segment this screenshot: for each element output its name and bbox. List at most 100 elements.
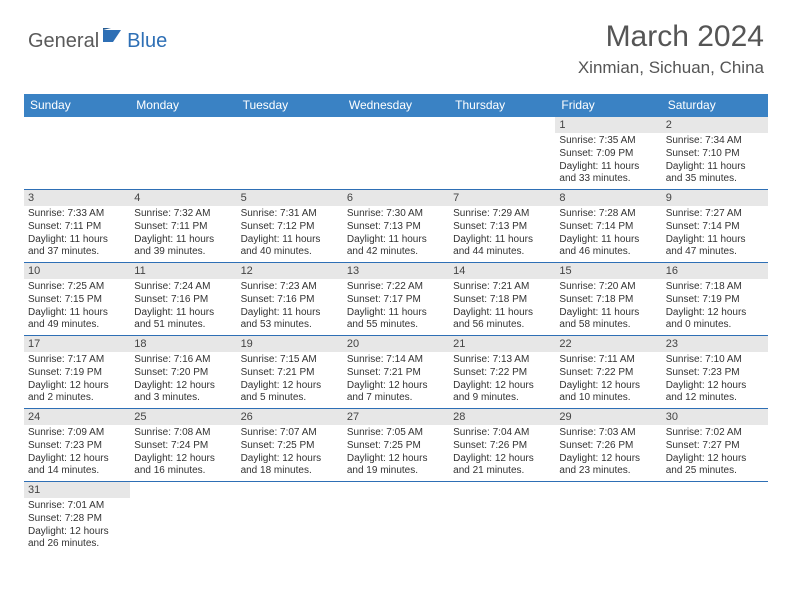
day-ss: Sunset: 7:09 PM (559, 148, 657, 161)
week-row: 1 Sunrise: 7:35 AMSunset: 7:09 PM Daylight… (24, 117, 768, 190)
day-header: Thursday (449, 94, 555, 117)
day-sr: Sunrise: 7:35 AM (559, 135, 657, 148)
day-body: Sunrise: 7:17 AMSunset: 7:19 PMDaylight:… (24, 352, 130, 407)
day-body: Sunrise: 7:23 AMSunset: 7:16 PMDaylight:… (237, 279, 343, 334)
day-sr: Sunrise: 7:17 AM (28, 354, 126, 367)
day-d1: Daylight: 12 hours (666, 380, 764, 393)
day-body: Sunrise: 7:21 AMSunset: 7:18 PMDaylight:… (449, 279, 555, 334)
day-d2: and 7 minutes. (347, 392, 445, 405)
day-body: Sunrise: 7:30 AMSunset: 7:13 PMDaylight:… (343, 206, 449, 261)
day-body: Sunrise: 7:08 AMSunset: 7:24 PMDaylight:… (130, 425, 236, 480)
day-ss: Sunset: 7:22 PM (559, 367, 657, 380)
day-sr: Sunrise: 7:29 AM (453, 208, 551, 221)
day-cell: 6Sunrise: 7:30 AMSunset: 7:13 PMDaylight… (343, 190, 449, 262)
day-sr: Sunrise: 7:33 AM (28, 208, 126, 221)
day-cell: 18Sunrise: 7:16 AMSunset: 7:20 PMDayligh… (130, 336, 236, 408)
day-d1: Daylight: 11 hours (666, 161, 764, 174)
day-sr: Sunrise: 7:28 AM (559, 208, 657, 221)
day-number: 22 (555, 336, 661, 352)
day-sr: Sunrise: 7:32 AM (134, 208, 232, 221)
day-sr: Sunrise: 7:20 AM (559, 281, 657, 294)
day-sr: Sunrise: 7:08 AM (134, 427, 232, 440)
day-number: 29 (555, 409, 661, 425)
day-cell: 15Sunrise: 7:20 AMSunset: 7:18 PMDayligh… (555, 263, 661, 335)
empty-cell (24, 117, 130, 189)
day-d2: and 25 minutes. (666, 465, 764, 478)
day-d2: and 21 minutes. (453, 465, 551, 478)
day-body: Sunrise: 7:04 AMSunset: 7:26 PMDaylight:… (449, 425, 555, 480)
logo-text-general: General (28, 30, 99, 53)
day-sr: Sunrise: 7:02 AM (666, 427, 764, 440)
day-cell: 25Sunrise: 7:08 AMSunset: 7:24 PMDayligh… (130, 409, 236, 481)
day-d1: Daylight: 11 hours (666, 234, 764, 247)
day-cell: 8Sunrise: 7:28 AMSunset: 7:14 PMDaylight… (555, 190, 661, 262)
week-row: 10Sunrise: 7:25 AMSunset: 7:15 PMDayligh… (24, 263, 768, 336)
day-d2: and 23 minutes. (559, 465, 657, 478)
day-cell: 28Sunrise: 7:04 AMSunset: 7:26 PMDayligh… (449, 409, 555, 481)
day-number: 21 (449, 336, 555, 352)
day-d1: Daylight: 12 hours (241, 380, 339, 393)
day-cell: 16Sunrise: 7:18 AMSunset: 7:19 PMDayligh… (662, 263, 768, 335)
day-ss: Sunset: 7:12 PM (241, 221, 339, 234)
day-ss: Sunset: 7:19 PM (666, 294, 764, 307)
day-number: 7 (449, 190, 555, 206)
day-number: 25 (130, 409, 236, 425)
day-ss: Sunset: 7:20 PM (134, 367, 232, 380)
day-cell: 7Sunrise: 7:29 AMSunset: 7:13 PMDaylight… (449, 190, 555, 262)
day-number: 31 (24, 482, 130, 498)
day-d1: Daylight: 12 hours (453, 453, 551, 466)
day-d2: and 16 minutes. (134, 465, 232, 478)
empty-cell (555, 482, 661, 554)
day-d2: and 55 minutes. (347, 319, 445, 332)
day-number: 6 (343, 190, 449, 206)
day-body: Sunrise: 7:24 AMSunset: 7:16 PMDaylight:… (130, 279, 236, 334)
day-number: 15 (555, 263, 661, 279)
day-d2: and 10 minutes. (559, 392, 657, 405)
empty-cell (449, 482, 555, 554)
day-d2: and 46 minutes. (559, 246, 657, 259)
day-d2: and 19 minutes. (347, 465, 445, 478)
day-body: Sunrise: 7:25 AMSunset: 7:15 PMDaylight:… (24, 279, 130, 334)
empty-cell (237, 482, 343, 554)
day-ss: Sunset: 7:26 PM (559, 440, 657, 453)
day-cell: 19Sunrise: 7:15 AMSunset: 7:21 PMDayligh… (237, 336, 343, 408)
day-body: Sunrise: 7:10 AMSunset: 7:23 PMDaylight:… (662, 352, 768, 407)
day-number: 17 (24, 336, 130, 352)
day-header: Saturday (662, 94, 768, 117)
day-ss: Sunset: 7:23 PM (666, 367, 764, 380)
day-d2: and 14 minutes. (28, 465, 126, 478)
day-number: 1 (555, 117, 661, 133)
day-d1: Daylight: 12 hours (347, 453, 445, 466)
day-cell: 20Sunrise: 7:14 AMSunset: 7:21 PMDayligh… (343, 336, 449, 408)
day-d2: and 33 minutes. (559, 173, 657, 186)
day-ss: Sunset: 7:15 PM (28, 294, 126, 307)
day-header: Monday (130, 94, 236, 117)
day-d1: Daylight: 11 hours (347, 234, 445, 247)
day-body: Sunrise: 7:31 AMSunset: 7:12 PMDaylight:… (237, 206, 343, 261)
week-row: 31Sunrise: 7:01 AMSunset: 7:28 PMDayligh… (24, 482, 768, 554)
day-cell: 26Sunrise: 7:07 AMSunset: 7:25 PMDayligh… (237, 409, 343, 481)
day-sr: Sunrise: 7:01 AM (28, 500, 126, 513)
day-sr: Sunrise: 7:24 AM (134, 281, 232, 294)
day-number: 26 (237, 409, 343, 425)
day-body: Sunrise: 7:07 AMSunset: 7:25 PMDaylight:… (237, 425, 343, 480)
day-sr: Sunrise: 7:30 AM (347, 208, 445, 221)
day-d2: and 3 minutes. (134, 392, 232, 405)
day-d1: Daylight: 11 hours (347, 307, 445, 320)
day-d1: Daylight: 12 hours (453, 380, 551, 393)
day-ss: Sunset: 7:24 PM (134, 440, 232, 453)
day-body: Sunrise: 7:22 AMSunset: 7:17 PMDaylight:… (343, 279, 449, 334)
day-body: Sunrise: 7:33 AMSunset: 7:11 PMDaylight:… (24, 206, 130, 261)
day-d1: Daylight: 11 hours (28, 234, 126, 247)
day-body: Sunrise: 7:32 AMSunset: 7:11 PMDaylight:… (130, 206, 236, 261)
day-number: 20 (343, 336, 449, 352)
day-d2: and 58 minutes. (559, 319, 657, 332)
weeks-container: 1 Sunrise: 7:35 AMSunset: 7:09 PM Daylight… (24, 117, 768, 554)
day-d1: Daylight: 12 hours (134, 380, 232, 393)
day-number: 16 (662, 263, 768, 279)
day-ss: Sunset: 7:23 PM (28, 440, 126, 453)
day-d2: and 2 minutes. (28, 392, 126, 405)
day-header: Tuesday (237, 94, 343, 117)
day-d1: Daylight: 12 hours (559, 380, 657, 393)
day-cell: 21Sunrise: 7:13 AMSunset: 7:22 PMDayligh… (449, 336, 555, 408)
